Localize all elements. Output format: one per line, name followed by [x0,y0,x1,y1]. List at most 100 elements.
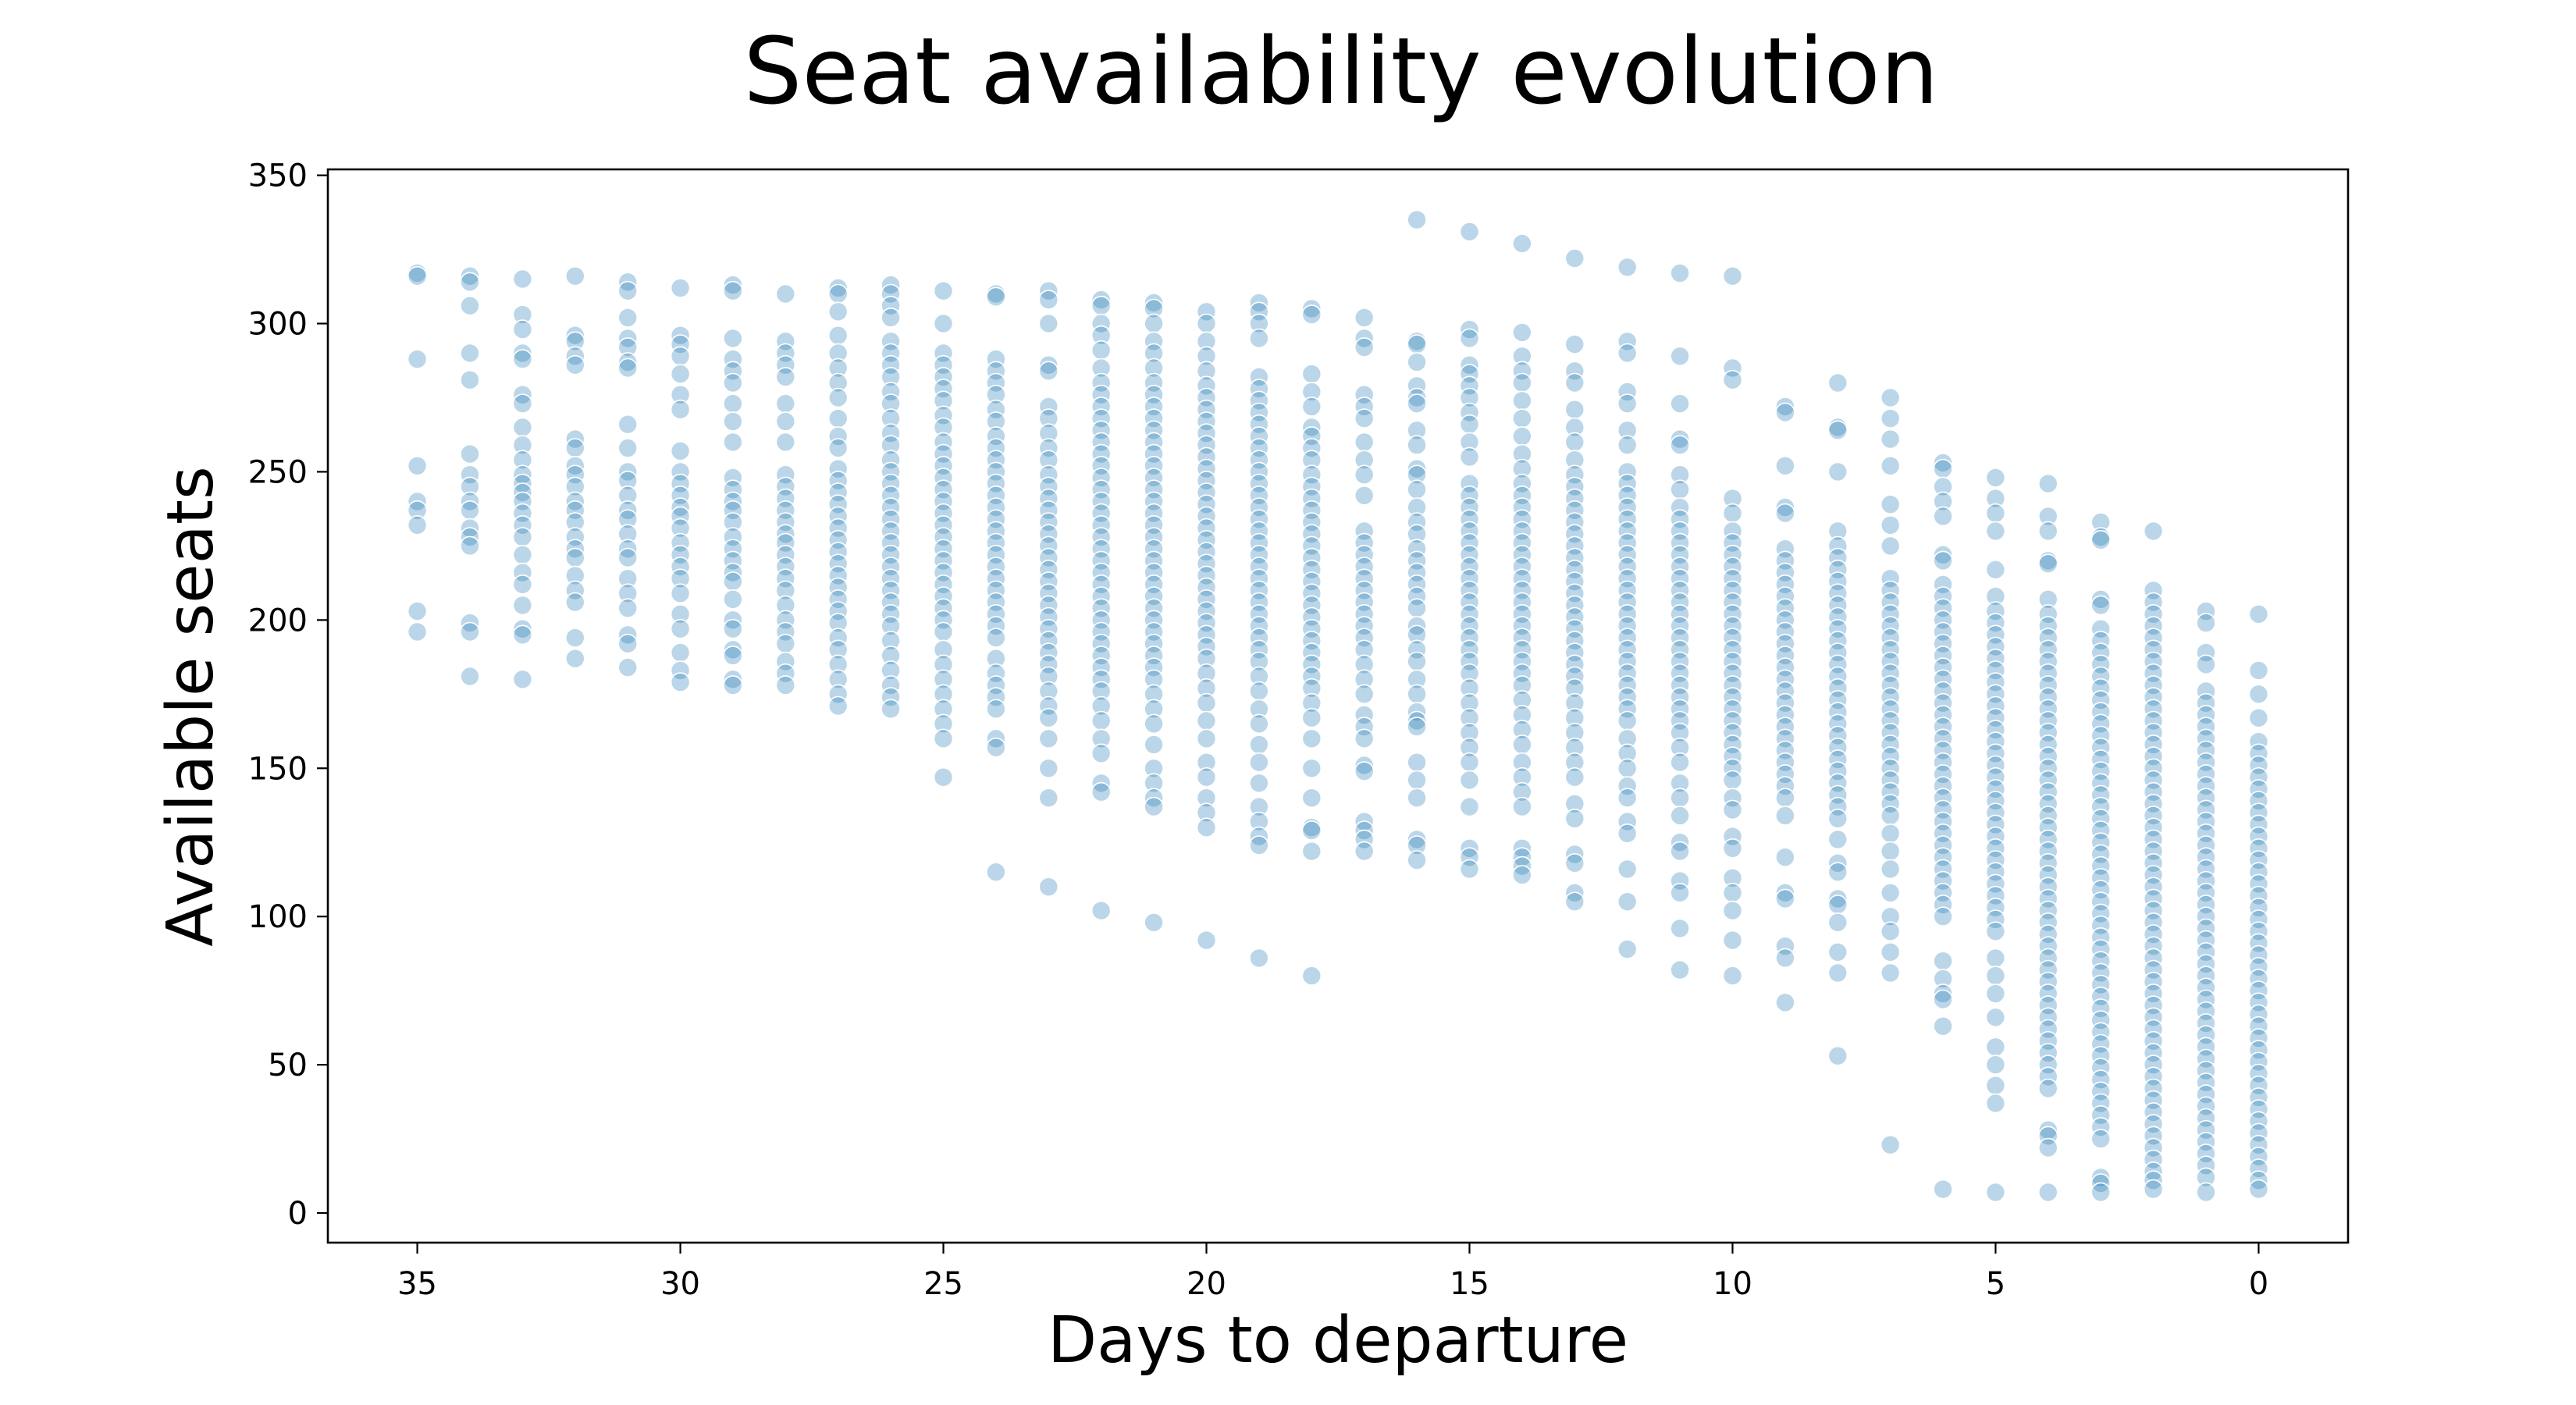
data-point-day11-4 [1670,435,1690,456]
data-point-day7-31 [1880,883,1901,903]
data-point-day34-14 [460,621,480,642]
data-point-day11-27 [1670,737,1690,758]
data-point-day9-5 [1775,539,1795,560]
data-point-day22-11 [1091,432,1112,453]
data-point-day0-29 [2248,1028,2269,1048]
data-point-day7-35 [1880,962,1901,984]
data-point-day12-2 [1617,343,1638,364]
data-point-day9-2 [1775,455,1795,476]
data-point-day10-1 [1722,357,1743,379]
data-point-day18-22 [1301,618,1322,639]
data-point-day11-36 [1670,918,1690,939]
data-point-day5-14 [1985,695,2006,717]
data-point-day19-1 [1249,301,1269,322]
data-point-day2-29 [2143,912,2164,933]
data-point-day15-15 [1459,521,1480,542]
data-point-day5-34 [1985,948,2006,969]
data-point-day2-11 [2143,699,2164,720]
data-point-day27-10 [827,438,849,458]
data-point-day34-9 [460,500,480,521]
data-point-day13-9 [1564,476,1585,497]
data-point-day21-22 [1144,562,1164,583]
data-point-day2-41 [2143,1055,2164,1075]
data-point-day13-10 [1564,488,1585,509]
data-point-day32-20 [564,648,585,669]
data-point-day21-14 [1144,468,1164,488]
data-point-day5-16 [1985,720,2006,740]
data-point-day13-34 [1564,809,1585,829]
data-point-day29-24 [723,669,743,690]
data-point-day23-10 [1038,464,1059,486]
data-point-day27-18 [827,542,849,562]
data-point-day20-6 [1196,387,1217,408]
data-point-day15-19 [1459,568,1480,589]
data-point-day10-35 [1722,966,1743,986]
data-point-day4-21 [2038,781,2058,802]
data-point-day16-28 [1407,710,1427,731]
data-point-day22-35 [1091,728,1112,749]
data-point-day24-3 [986,361,1006,382]
data-point-day12-18 [1617,592,1638,613]
data-point-day22-6 [1091,372,1112,393]
data-point-day4-40 [2038,1007,2058,1028]
data-point-day18-10 [1301,476,1322,497]
data-point-day19-11 [1249,450,1269,471]
data-point-day27-2 [827,301,849,322]
data-point-day12-30 [1617,743,1638,764]
data-point-day6-1 [1933,458,1953,479]
data-point-day16-30 [1407,752,1427,773]
data-point-day18-2 [1301,364,1322,384]
data-point-day19-39 [1249,835,1269,855]
data-point-day11-26 [1670,722,1690,743]
data-point-day23-15 [1038,524,1059,545]
data-point-day18-3 [1301,382,1322,402]
data-point-day33-9 [512,450,533,471]
data-point-day21-11 [1144,432,1164,453]
data-point-day27-17 [827,529,849,550]
data-point-day26-7 [881,367,901,387]
data-point-day12-15 [1617,557,1638,577]
data-point-day25-9 [933,432,954,453]
data-point-day1-32 [2196,1013,2216,1033]
data-point-day26-23 [881,568,901,589]
data-point-day20-36 [1196,788,1217,809]
data-point-day7-29 [1880,841,1901,862]
data-point-day14-3 [1512,361,1532,382]
data-point-day28-19 [775,595,796,616]
data-point-day4-27 [2038,853,2058,873]
data-point-day18-6 [1301,426,1322,446]
data-point-day3-17 [2090,761,2111,781]
data-point-day2-49 [2143,1149,2164,1170]
data-point-day7-17 [1880,687,1901,707]
data-point-day15-27 [1459,663,1480,684]
data-point-day1-43 [2196,1144,2216,1164]
data-point-day15-16 [1459,532,1480,553]
y-tick-label-0: 0 [288,1196,308,1232]
data-point-day20-10 [1196,435,1217,456]
data-point-day25-30 [933,699,954,720]
data-point-day1-9 [2196,740,2216,761]
data-point-day11-16 [1670,603,1690,624]
data-point-day3-46 [2090,1104,2111,1126]
data-point-day18-27 [1301,678,1322,699]
data-point-day3-18 [2090,773,2111,794]
data-point-day16-19 [1407,586,1427,606]
data-point-day2-4 [2143,616,2164,636]
data-point-day9-4 [1775,503,1795,524]
y-tick-label-250: 250 [248,454,308,490]
data-point-day12-7 [1617,461,1638,482]
data-point-day6-24 [1933,776,1953,796]
data-point-day21-6 [1144,372,1164,393]
data-point-day18-30 [1301,728,1322,749]
data-point-day24-11 [986,461,1006,482]
data-point-day21-26 [1144,610,1164,631]
data-point-day14-28 [1512,690,1532,710]
data-point-day0-31 [2248,1051,2269,1072]
data-point-day3-20 [2090,796,2111,817]
data-point-day33-0 [512,269,533,290]
data-point-day24-16 [986,521,1006,542]
data-point-day15-35 [1459,796,1480,817]
data-point-day3-6 [2090,631,2111,651]
data-point-day13-17 [1564,571,1585,592]
data-point-day13-25 [1564,666,1585,687]
